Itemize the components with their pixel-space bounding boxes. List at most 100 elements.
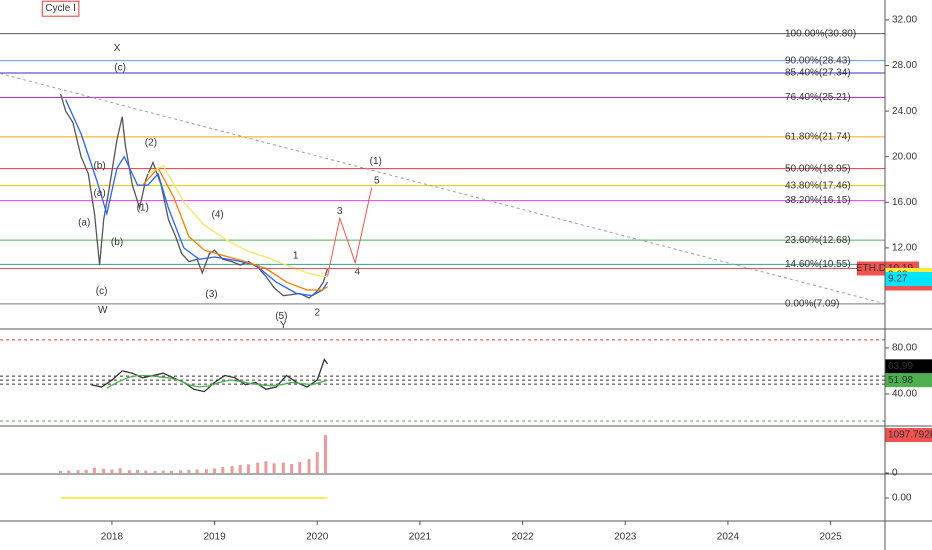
wave-label: (1) — [137, 203, 149, 214]
level-label: 14.60%(10.55) — [785, 259, 851, 270]
bar — [84, 469, 88, 473]
bar — [246, 464, 250, 473]
bar — [118, 468, 122, 473]
badge-bg — [885, 271, 932, 286]
bar — [315, 452, 319, 473]
bar — [153, 470, 157, 473]
x-tick-label: 2018 — [101, 532, 124, 543]
level-label: 90.00%(28.43) — [785, 55, 851, 66]
bar — [323, 434, 327, 473]
x-tick-label: 2022 — [511, 532, 534, 543]
bar — [264, 461, 268, 473]
bar — [221, 467, 225, 473]
bar — [230, 466, 234, 473]
y-tick-label: 0.00 — [892, 493, 912, 504]
level-label: 100.00%(30.80) — [785, 28, 856, 39]
level-label: 0.00%(7.09) — [785, 298, 839, 309]
wave-label: 1 — [293, 250, 299, 261]
wave-label: (1) — [370, 156, 382, 167]
y-tick-label: 0 — [892, 468, 898, 479]
level-label: 76.40%(25.21) — [785, 92, 851, 103]
level-label: 38.20%(16.15) — [785, 195, 851, 206]
x-tick-label: 2024 — [717, 532, 740, 543]
panel: 100.00%(30.80) 90.00%(28.43) 85.40%(27.34)… — [0, 0, 885, 331]
bar — [195, 469, 199, 473]
wave-label: (a) — [93, 188, 105, 199]
bar — [136, 469, 140, 473]
bar — [238, 465, 242, 473]
bar — [76, 470, 80, 473]
bar — [102, 468, 106, 473]
wave-label: 2 — [314, 307, 320, 318]
bar — [169, 470, 173, 473]
x-tick-label: 2021 — [409, 532, 432, 543]
x-tick-label: 2025 — [819, 532, 842, 543]
wave-label: W — [98, 305, 108, 316]
badge-bg — [885, 427, 932, 442]
bar — [59, 470, 63, 473]
badge-bg — [885, 359, 932, 374]
y-tick-label: 16.00 — [892, 197, 917, 208]
y-tick-label: 28.00 — [892, 60, 917, 71]
series-line — [147, 164, 328, 278]
wave-label: 3 — [337, 206, 343, 217]
projection — [327, 187, 373, 277]
trendline — [0, 73, 885, 305]
wave-label: (4) — [212, 209, 224, 220]
badge-value: 1097.792B — [888, 430, 932, 441]
y-tick-label: 20.00 — [892, 151, 917, 162]
y-tick-label: 80.00 — [892, 343, 917, 354]
badge-bg — [885, 373, 932, 388]
panel — [0, 339, 885, 422]
wave-label: (b) — [93, 160, 105, 171]
bar — [298, 461, 302, 473]
series-line — [106, 374, 328, 389]
level-label: 43.80%(17.46) — [785, 180, 851, 191]
badge-value: 63.99 — [888, 361, 913, 372]
bar — [256, 462, 260, 473]
bar — [281, 462, 285, 473]
bar — [213, 468, 217, 473]
x-tick-label: 2019 — [203, 532, 226, 543]
wave-label: Cycle I — [45, 3, 76, 14]
wave-label: (b) — [111, 237, 123, 248]
y-tick-label: 12.00 — [892, 243, 917, 254]
bar — [127, 470, 131, 473]
bar — [307, 459, 311, 473]
wave-label: 4 — [355, 266, 361, 277]
label-box — [41, 0, 80, 17]
bar — [67, 470, 71, 473]
y-tick-label: 32.00 — [892, 15, 917, 26]
y-tick-label: 40.00 — [892, 389, 917, 400]
wave-label: 5 — [374, 175, 380, 186]
bar — [187, 469, 191, 473]
y-tick-label: 24.00 — [892, 106, 917, 117]
x-tick-label: 2020 — [306, 532, 329, 543]
wave-label: Y — [280, 320, 287, 331]
level-label: 85.40%(27.34) — [785, 68, 851, 79]
level-label: 50.00%(18.95) — [785, 163, 851, 174]
series-line — [142, 166, 328, 291]
series-line — [65, 99, 329, 297]
wave-label: (c) — [96, 286, 108, 297]
badge-label-bg — [857, 261, 885, 276]
x-tick-label: 2023 — [614, 532, 637, 543]
level-label: 61.80%(21.74) — [785, 132, 851, 143]
bar — [272, 463, 276, 473]
bar — [161, 470, 165, 473]
wave-label: (2) — [145, 138, 157, 149]
wave-label: (a) — [78, 217, 90, 228]
badge-value: 9.27 — [888, 274, 908, 285]
wave-label: X — [114, 43, 121, 54]
badge-value: 51.98 — [888, 375, 913, 386]
wave-label: (3) — [205, 289, 217, 300]
bar — [179, 470, 183, 473]
wave-label: (c) — [114, 62, 126, 73]
level-label: 23.60%(12.68) — [785, 235, 851, 246]
panel — [59, 434, 327, 473]
series-line — [59, 93, 329, 299]
badge-label: ETH.D — [856, 263, 886, 274]
bar — [144, 470, 148, 473]
wave-label: (5) — [275, 311, 287, 322]
